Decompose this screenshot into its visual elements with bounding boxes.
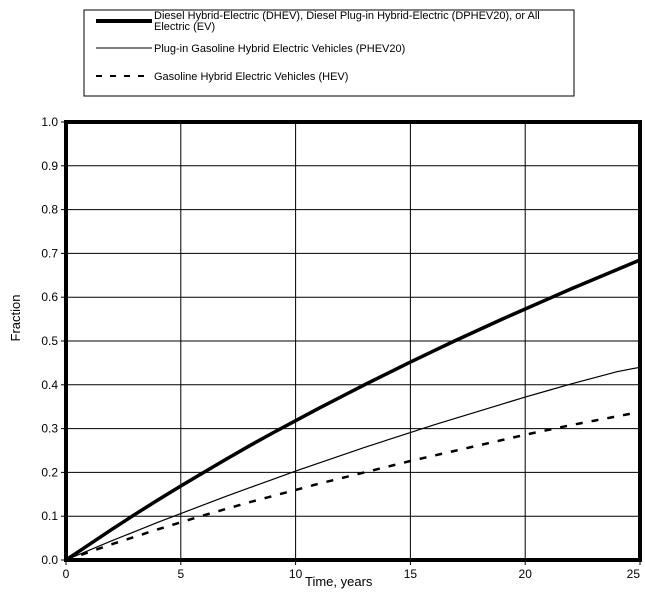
y-tick-label: 0.4 [41,378,58,392]
grid [65,121,641,561]
y-tick-label: 0.3 [41,422,58,436]
y-tick-label: 0.2 [41,465,58,479]
legend-label-dhev: Diesel Hybrid-Electric (DHEV), Diesel Pl… [154,11,540,33]
ticks: 0.0 0.1 0.2 0.3 0.4 0.5 0.6 0.7 0.8 0.9 1.0 0 5 10 15 2… [41,115,641,581]
y-tick-label: 0.0 [41,553,58,567]
y-tick-label: 0.7 [41,246,58,260]
y-tick-label: 0.6 [41,290,58,304]
legend: Diesel Hybrid-Electric (DHEV), Diesel Pl… [83,9,575,97]
x-tick-label: 5 [177,567,184,581]
y-tick-label: 0.5 [41,334,58,348]
x-tick-label: 0 [63,567,70,581]
x-tick-label: 15 [404,567,418,581]
series-phev20-line [65,366,641,561]
x-tick-label: 10 [289,567,303,581]
legend-label-phev20: Plug-in Gasoline Hybrid Electric Vehicle… [154,43,405,55]
legend-box [83,9,575,97]
legend-label-hev: Gasoline Hybrid Electric Vehicles (HEV) [154,71,348,83]
y-tick-label: 0.1 [41,509,58,523]
x-tick-label: 20 [519,567,533,581]
y-tick-label: 1.0 [41,115,58,129]
y-tick-label: 0.8 [41,203,58,217]
series-dhev-line [65,258,641,562]
y-axis-label: Fraction [8,295,23,342]
x-tick-label: 25 [627,567,641,581]
series-hev-line [65,410,641,562]
y-tick-label: 0.9 [41,159,58,173]
series-layer [65,258,641,562]
x-axis-label: Time, years [305,574,373,589]
